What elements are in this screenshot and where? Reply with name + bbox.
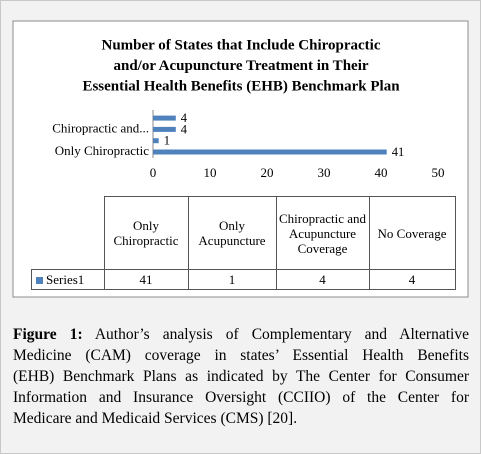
corner <box>31 196 105 270</box>
table-header: Only Acupuncture <box>187 196 277 270</box>
caption-text: Author’s analysis of Complementary and A… <box>94 326 469 343</box>
x-tick-label: 10 <box>204 165 217 180</box>
caption-line: Information and Insurance Oversight (CCI… <box>13 387 469 408</box>
value-label: 4 <box>181 122 188 136</box>
table-header: Only Chiropractic <box>103 196 189 270</box>
bar <box>153 149 387 155</box>
caption-line: (EHB) Benchmark Plans as indicated by Th… <box>13 366 469 387</box>
x-tick-label: 30 <box>318 165 331 180</box>
table-header: Chiropractic and Acupuncture Coverage <box>275 196 370 270</box>
chart-title: Essential Health Benefits (EHB) Benchmar… <box>82 78 400 94</box>
table-value: 41 <box>103 269 189 290</box>
legend-swatch <box>36 277 43 284</box>
caption-text: Medicare and Medicaid Services (CMS) [20… <box>13 410 298 427</box>
value-label: 41 <box>392 145 405 159</box>
caption-label: Figure 1: <box>13 326 83 343</box>
chart-title: Number of States that Include Chiropract… <box>101 37 380 53</box>
x-tick-label: 0 <box>150 165 157 180</box>
caption-line: Figure 1: Author’s analysis of Complemen… <box>13 324 469 345</box>
x-tick-label: 20 <box>261 165 274 180</box>
caption-text: Information and Insurance Oversight (CCI… <box>13 389 469 406</box>
data-table: Only Chiropractic Only Acupuncture Chiropr… <box>31 196 456 290</box>
caption-text: (EHB) Benchmark Plans as indicated by Th… <box>13 368 469 385</box>
value-label: 4 <box>181 111 188 125</box>
x-tick-label: 50 <box>432 165 445 180</box>
table-value: 1 <box>187 269 277 290</box>
caption-line: Medicine (CAM) coverage in states’ Essen… <box>13 345 469 366</box>
caption-line: Medicare and Medicaid Services (CMS) [20… <box>13 408 469 429</box>
table-value: 4 <box>275 269 370 290</box>
bar <box>153 138 159 144</box>
caption-text: Medicine (CAM) coverage in states’ Essen… <box>13 347 469 364</box>
bar <box>153 126 176 132</box>
legend-label: Series1 <box>46 272 85 287</box>
y-tick-label: Chiropractic and... <box>52 120 149 135</box>
legend-cell: Series1 <box>31 269 105 290</box>
table-value: 4 <box>368 269 456 290</box>
y-tick-label: Only Chiropractic <box>55 143 149 158</box>
chart-title: and/or Acupuncture Treatment in Their <box>113 58 368 74</box>
table-header: No Coverage <box>368 196 456 270</box>
value-label: 1 <box>164 134 170 148</box>
caption: Figure 1: Author’s analysis of Complemen… <box>13 324 469 429</box>
x-tick-label: 40 <box>375 165 388 180</box>
bar <box>153 115 176 121</box>
